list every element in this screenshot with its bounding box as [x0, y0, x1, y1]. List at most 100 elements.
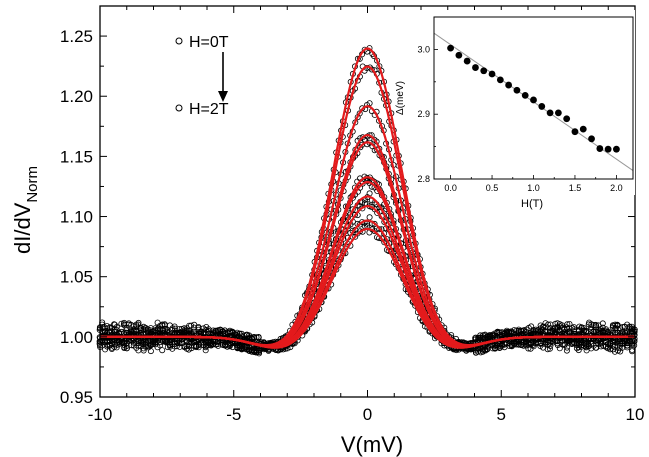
data-point [186, 339, 193, 346]
data-point [631, 332, 638, 339]
data-point [210, 338, 217, 345]
data-point [609, 322, 616, 329]
inset-data-point [596, 145, 604, 152]
data-point [597, 338, 604, 345]
main-y-ticks: 0.95 1.00 1.05 1.10 1.15 1.20 1.25 [60, 5, 635, 407]
inset-x-tick-label: 2.0 [610, 183, 623, 193]
inset-data-point [455, 51, 463, 59]
data-point [549, 339, 556, 346]
data-point [253, 334, 260, 341]
data-point [479, 348, 486, 355]
data-point [231, 331, 238, 338]
data-point [181, 344, 188, 351]
data-point [195, 324, 202, 331]
inset-data-point [579, 125, 587, 133]
main-y-axis-label: dI/dVNorm [10, 166, 41, 254]
data-point [108, 328, 115, 335]
data-point [123, 339, 130, 346]
legend-marker-0 [175, 37, 183, 45]
inset-data-point [563, 115, 571, 123]
data-point [202, 344, 209, 351]
inset-data-point [521, 92, 529, 99]
data-point [118, 328, 125, 335]
data-point [603, 339, 610, 346]
data-point [169, 325, 176, 332]
data-point [626, 324, 633, 331]
data-point [157, 342, 164, 349]
data-point [585, 343, 592, 350]
main-x-axis-label: V(mV) [341, 432, 403, 457]
data-point [159, 347, 166, 354]
data-point [521, 327, 528, 334]
data-point [628, 325, 635, 332]
data-point [472, 336, 479, 343]
legend-marker-1 [175, 104, 183, 112]
data-point [183, 327, 190, 334]
data-point [140, 347, 147, 354]
data-point [616, 345, 623, 352]
data-point [556, 345, 563, 352]
inset-data-point [447, 44, 454, 52]
data-point [578, 343, 585, 350]
data-point [588, 332, 595, 339]
inset-x-tick-label: 0.5 [486, 183, 499, 193]
main-y-axis-label-main: dI/dV [10, 202, 35, 254]
data-point [113, 323, 120, 330]
data-point [140, 345, 147, 352]
inset-data-point [546, 109, 554, 117]
inset-data-point [588, 135, 595, 143]
inset-data-point [604, 145, 612, 153]
data-point [602, 327, 609, 334]
data-point [219, 341, 226, 348]
y-tick-label: 1.00 [60, 328, 93, 347]
data-point [588, 321, 595, 328]
data-point [503, 330, 510, 337]
inset-data-point [505, 81, 513, 89]
legend-arrow-head [218, 91, 228, 102]
data-point [571, 326, 578, 333]
inset-data-point [488, 70, 496, 78]
data-point [120, 321, 127, 328]
data-point [626, 337, 633, 344]
data-point [116, 340, 123, 347]
data-point [563, 324, 570, 331]
inset-plot: 0.0 0.5 1.0 1.5 2.0 2.8 2.9 3.0 H(T) Δ(meV) [395, 10, 635, 210]
data-point [159, 338, 166, 345]
data-point [496, 344, 503, 351]
y-tick-label: 1.05 [60, 268, 93, 287]
data-point [552, 329, 559, 336]
data-point [614, 321, 621, 328]
data-point [202, 347, 209, 354]
data-point [161, 322, 168, 329]
data-point [226, 343, 233, 350]
data-point [234, 344, 241, 351]
data-point [611, 348, 618, 355]
x-tick-label: -10 [88, 405, 113, 424]
inset-y-tick-label: 3.0 [417, 44, 430, 54]
data-point [501, 341, 508, 348]
data-point [147, 348, 154, 355]
data-point [513, 327, 520, 334]
data-point [590, 321, 597, 328]
inset-data-point [530, 96, 537, 104]
data-point [554, 342, 561, 349]
data-point [530, 327, 537, 334]
main-data-points [96, 45, 638, 357]
data-point [612, 329, 619, 336]
data-point [251, 345, 258, 352]
y-tick-label: 1.10 [60, 208, 93, 227]
data-point [574, 338, 581, 345]
main-y-axis-label-sub: Norm [24, 166, 41, 203]
data-point [592, 344, 599, 351]
data-point [597, 340, 604, 347]
inset-data-point [554, 109, 562, 117]
data-point [190, 335, 197, 342]
inset-x-axis-label: H(T) [521, 198, 543, 210]
inset-data-points [447, 44, 620, 153]
inset-data-point [480, 67, 488, 75]
data-point [511, 340, 518, 347]
fit-curve-10 [100, 227, 635, 349]
data-point [592, 321, 599, 328]
data-point [562, 341, 569, 348]
